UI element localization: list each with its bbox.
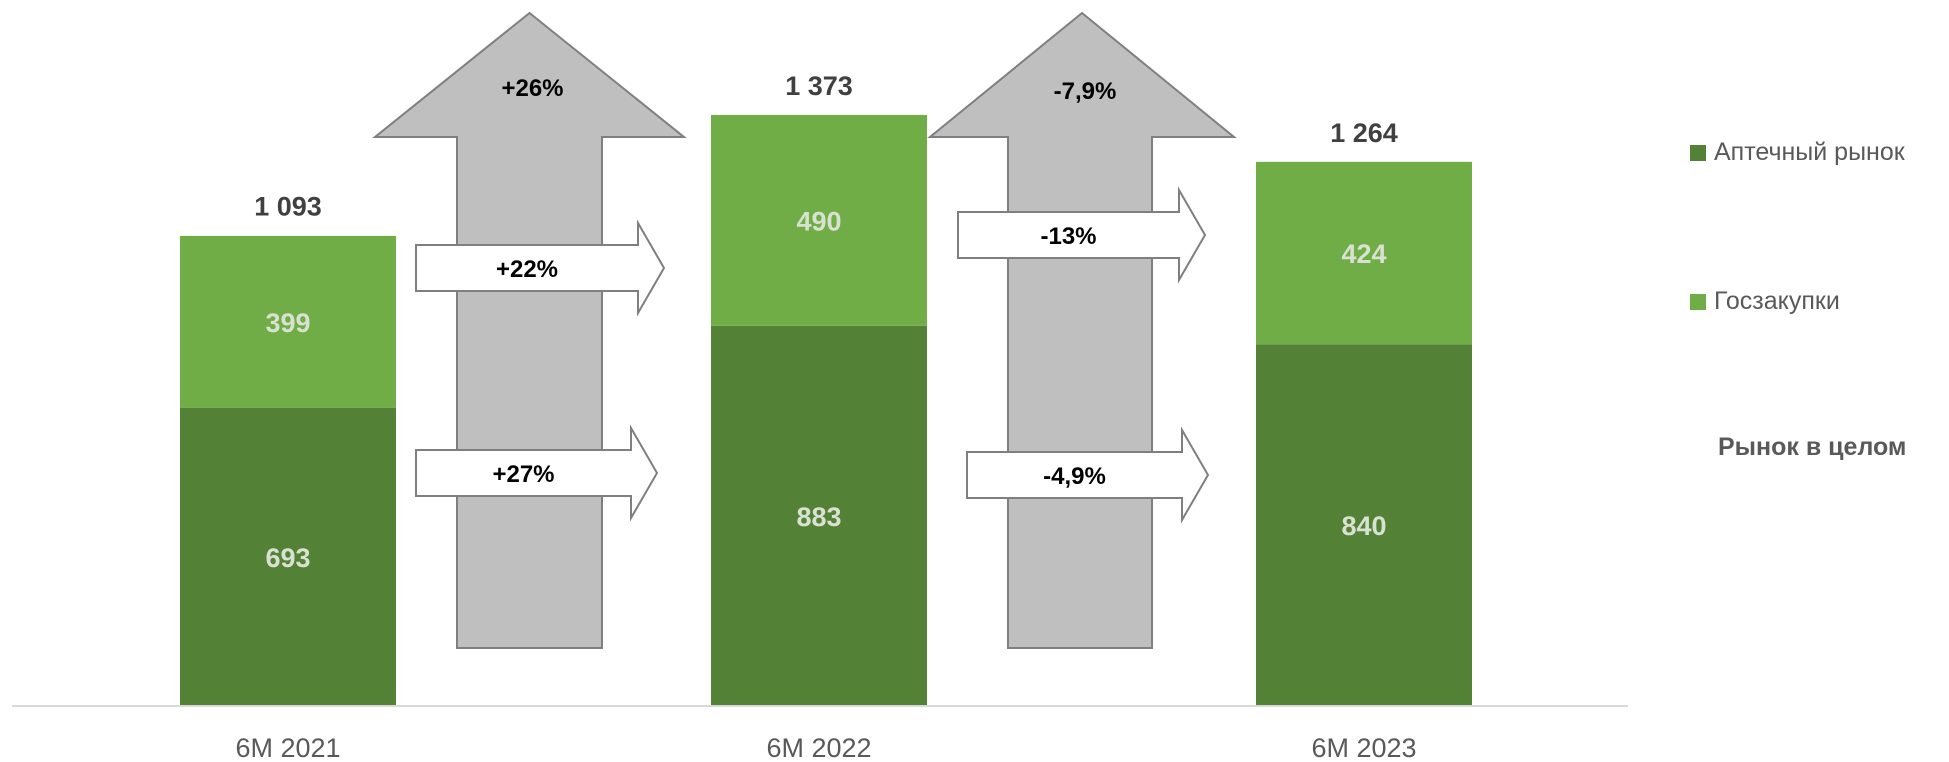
pharmacy-growth-arrow-2 xyxy=(966,426,1210,524)
x-tick-label-3: 6M 2023 xyxy=(1311,733,1416,762)
bar-procurement-1 xyxy=(180,235,396,408)
bar-value-pharmacy-3: 840 xyxy=(1341,511,1386,541)
total-growth-arrow-2 xyxy=(927,11,1237,649)
legend-pharmacy-label: Аптечный рынок xyxy=(1714,138,1905,166)
total-growth-arrow-1 xyxy=(372,11,687,649)
total-growth-label-2: -7,9% xyxy=(1054,78,1117,105)
bar-pharmacy-2 xyxy=(711,325,927,706)
legend-total-label: Рынок в целом xyxy=(1718,433,1907,461)
bar-pharmacy-3 xyxy=(1256,344,1472,706)
procurement-growth-label-2: -13% xyxy=(1040,223,1096,250)
total-growth-label-1: +26% xyxy=(501,75,563,102)
x-tick-label-1: 6M 2021 xyxy=(235,733,340,762)
legend-procurement: Госзакупки xyxy=(1690,287,1840,316)
total-label-2: 1 373 xyxy=(785,71,853,101)
bar-value-procurement-2: 490 xyxy=(796,206,841,236)
bar-value-pharmacy-1: 693 xyxy=(265,543,310,573)
legend-procurement-swatch xyxy=(1690,294,1706,310)
bar-procurement-3 xyxy=(1256,161,1472,345)
bar-value-pharmacy-2: 883 xyxy=(796,502,841,532)
pharmacy-growth-label-1: +27% xyxy=(492,461,554,488)
bar-value-procurement-1: 399 xyxy=(265,308,310,338)
legend-pharmacy: Аптечный рынок xyxy=(1690,138,1905,167)
procurement-growth-label-1: +22% xyxy=(496,256,558,283)
bar-procurement-2 xyxy=(711,114,927,326)
x-tick-label-2: 6M 2022 xyxy=(766,733,871,762)
bar-pharmacy-1 xyxy=(180,407,396,706)
total-label-1: 1 093 xyxy=(254,191,322,221)
pharmacy-growth-label-2: -4,9% xyxy=(1043,463,1106,490)
procurement-growth-arrow-2 xyxy=(957,186,1207,284)
legend-procurement-label: Госзакупки xyxy=(1714,287,1840,315)
legend-pharmacy-swatch xyxy=(1690,145,1706,161)
procurement-growth-arrow-1 xyxy=(415,219,666,317)
total-label-3: 1 264 xyxy=(1330,118,1398,148)
pharmacy-growth-arrow-1 xyxy=(415,424,659,522)
bar-value-procurement-3: 424 xyxy=(1341,239,1386,269)
legend-total: Рынок в целом xyxy=(1718,433,1906,462)
